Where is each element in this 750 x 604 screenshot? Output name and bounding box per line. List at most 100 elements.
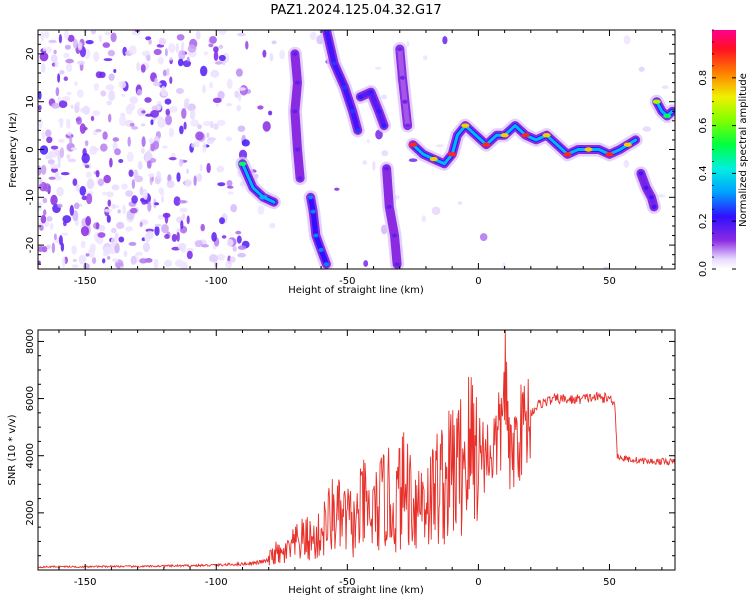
x-tick-label: -150: [74, 276, 97, 287]
noise-blob: [117, 209, 121, 214]
noise-blob: [225, 136, 232, 142]
noise-blob: [121, 93, 126, 97]
noise-blob: [226, 78, 233, 90]
noise-blob: [76, 183, 80, 192]
noise-blob: [169, 76, 173, 84]
x-tick-label: -100: [205, 577, 228, 588]
noise-blob: [442, 36, 448, 45]
noise-blob: [186, 250, 193, 260]
noise-blob: [154, 225, 160, 236]
noise-blob: [110, 32, 117, 43]
noise-blob: [216, 119, 226, 126]
noise-blob: [164, 234, 170, 239]
noise-blob: [63, 220, 67, 227]
noise-blob: [66, 118, 71, 129]
x-tick-label: 50: [603, 577, 616, 588]
noise-blob: [118, 159, 124, 163]
noise-blob: [154, 223, 162, 227]
noise-blob: [362, 160, 368, 165]
noise-blob: [86, 178, 95, 190]
noise-blob: [100, 90, 107, 97]
noise-blob: [208, 43, 214, 48]
x-tick-label: -50: [339, 276, 355, 287]
noise-blob: [72, 178, 78, 186]
noise-blob: [98, 34, 103, 43]
noise-blob: [161, 224, 169, 234]
noise-blob: [38, 91, 42, 100]
noise-blob: [623, 159, 630, 168]
noise-blob: [271, 40, 277, 45]
noise-blob: [104, 208, 113, 213]
noise-blob: [86, 193, 93, 205]
ridge-peak: [655, 100, 674, 118]
ridge-node: [394, 262, 400, 267]
noise-blob: [77, 41, 83, 51]
noise-blob: [119, 266, 124, 269]
x-tick-label: -100: [205, 276, 228, 287]
noise-blob: [218, 54, 226, 62]
noise-blob: [70, 104, 74, 109]
noise-blob: [54, 61, 59, 68]
ridge-node: [297, 176, 303, 181]
noise-blob: [202, 84, 207, 94]
snr-series-line: [38, 330, 675, 569]
noise-blob: [139, 258, 148, 264]
colorbar-tick-label: 0.4: [698, 165, 709, 181]
noise-blob: [128, 45, 137, 55]
noise-blob: [182, 60, 191, 68]
snr-y-label: SNR (10 * v/v): [7, 414, 18, 485]
noise-blob: [77, 60, 85, 65]
noise-blob: [62, 256, 66, 268]
noise-blob: [173, 196, 181, 207]
noise-blob: [123, 250, 128, 258]
noise-blob: [638, 66, 645, 72]
noise-blob: [200, 65, 208, 77]
noise-blob: [147, 173, 155, 178]
noise-blob: [67, 158, 77, 163]
ridge-core: [397, 46, 411, 129]
noise-blob: [45, 129, 52, 137]
noise-blob: [162, 145, 168, 149]
colorbar-gradient: [712, 30, 736, 269]
colorbar: 0.0 0.2 0.4 0.6 0.8 Normalized spectral ampl…: [698, 29, 749, 277]
noise-blob: [176, 172, 181, 183]
noise-blob: [226, 180, 233, 187]
noise-blob: [57, 203, 63, 208]
noise-blob: [146, 160, 152, 169]
noise-blob: [213, 123, 219, 130]
spectrogram-y-label: Frequency (Hz): [8, 112, 19, 188]
noise-blob: [39, 118, 43, 129]
noise-blob: [58, 118, 64, 123]
noise-blob: [166, 180, 175, 189]
ridge-node: [405, 123, 411, 128]
ridge-hotspot: [259, 195, 268, 200]
noise-blob: [90, 115, 95, 122]
noise-blob: [133, 169, 139, 179]
y-tick-label: -10: [25, 189, 36, 205]
noise-blob: [85, 216, 92, 226]
noise-blob: [221, 235, 227, 239]
noise-blob: [145, 36, 152, 41]
noise-blob: [129, 122, 135, 127]
ridge-hotspot: [623, 142, 632, 147]
noise-blob: [213, 51, 219, 61]
ridge-node: [651, 204, 657, 209]
noise-blob: [103, 246, 112, 255]
ridge-hotspot: [238, 161, 247, 166]
ridge-core: [638, 170, 657, 210]
noise-blob: [71, 245, 77, 255]
noise-blob: [43, 209, 47, 216]
noise-blob: [125, 190, 133, 197]
noise-blob: [225, 260, 233, 269]
noise-blob: [78, 254, 87, 265]
noise-blob: [48, 176, 56, 180]
noise-blob: [65, 63, 73, 73]
noise-blob: [148, 39, 152, 45]
noise-blob: [118, 80, 127, 89]
noise-blob: [193, 140, 200, 148]
noise-blob: [140, 123, 146, 127]
noise-blob: [50, 145, 59, 150]
noise-blob: [93, 83, 100, 91]
noise-blob: [63, 52, 70, 58]
noise-blob: [79, 185, 87, 196]
